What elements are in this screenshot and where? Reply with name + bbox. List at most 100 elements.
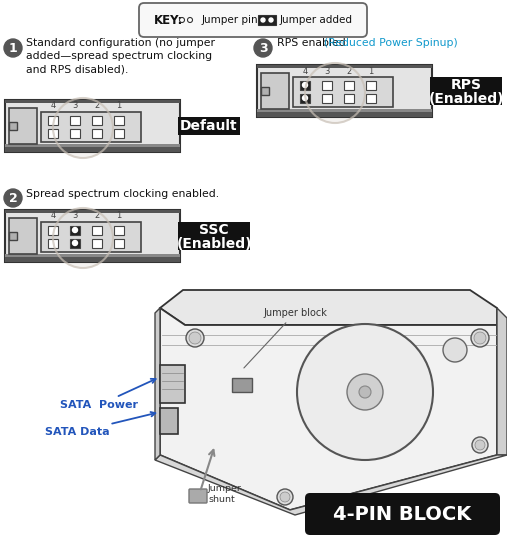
Bar xyxy=(5,210,180,262)
Circle shape xyxy=(53,98,113,158)
Circle shape xyxy=(443,338,467,362)
Polygon shape xyxy=(160,308,497,510)
Polygon shape xyxy=(497,308,507,455)
Circle shape xyxy=(303,96,308,100)
Text: SATA  Power: SATA Power xyxy=(60,379,156,410)
Text: (Enabled): (Enabled) xyxy=(176,237,252,251)
Text: KEY:: KEY: xyxy=(154,14,184,26)
Text: 1: 1 xyxy=(117,212,122,220)
Bar xyxy=(48,116,58,125)
Bar xyxy=(344,81,354,90)
Circle shape xyxy=(189,332,201,344)
Circle shape xyxy=(4,39,22,57)
Bar xyxy=(257,65,432,117)
Text: 3: 3 xyxy=(73,212,78,220)
Circle shape xyxy=(4,189,22,207)
Text: 3: 3 xyxy=(259,42,267,55)
Bar xyxy=(160,408,178,434)
Text: 2: 2 xyxy=(94,212,99,220)
Bar xyxy=(114,226,124,235)
Text: 4: 4 xyxy=(302,66,308,76)
Circle shape xyxy=(280,492,290,502)
Bar xyxy=(92,226,102,235)
Bar xyxy=(5,210,180,213)
Bar xyxy=(114,129,124,138)
Text: Jumper added: Jumper added xyxy=(280,15,353,25)
Bar xyxy=(300,81,310,90)
Bar xyxy=(257,65,432,68)
Text: Default: Default xyxy=(180,119,238,133)
Text: 1: 1 xyxy=(9,42,17,55)
Circle shape xyxy=(472,437,488,453)
Text: Standard configuration (no jumper
added—spread spectrum clocking
and RPS disable: Standard configuration (no jumper added—… xyxy=(26,38,215,75)
Text: (Enabled): (Enabled) xyxy=(428,92,504,106)
Bar xyxy=(70,226,80,235)
Bar xyxy=(261,87,269,95)
Polygon shape xyxy=(155,308,160,460)
Text: 2: 2 xyxy=(94,102,99,111)
Text: 4-PIN BLOCK: 4-PIN BLOCK xyxy=(334,504,472,523)
Circle shape xyxy=(347,374,383,410)
FancyBboxPatch shape xyxy=(178,222,250,250)
Bar xyxy=(322,94,332,103)
Bar xyxy=(70,239,80,248)
Circle shape xyxy=(269,18,273,22)
Bar xyxy=(344,94,354,103)
Bar xyxy=(160,365,185,403)
Bar xyxy=(48,239,58,248)
Polygon shape xyxy=(160,290,497,325)
Bar xyxy=(261,73,289,109)
Circle shape xyxy=(474,332,486,344)
Text: Jumper block: Jumper block xyxy=(244,308,327,368)
Bar xyxy=(114,239,124,248)
Bar xyxy=(293,77,393,107)
Circle shape xyxy=(261,18,265,22)
Circle shape xyxy=(359,386,371,398)
Text: 2: 2 xyxy=(346,66,352,76)
Bar xyxy=(70,116,80,125)
Bar xyxy=(92,116,102,125)
FancyBboxPatch shape xyxy=(305,493,500,535)
Bar xyxy=(366,94,376,103)
Text: SSC: SSC xyxy=(199,223,229,237)
Bar xyxy=(258,15,276,25)
Circle shape xyxy=(254,39,272,57)
Bar xyxy=(322,81,332,90)
Bar xyxy=(41,112,141,142)
Bar xyxy=(5,254,180,257)
Bar xyxy=(92,129,102,138)
Circle shape xyxy=(303,83,308,87)
Circle shape xyxy=(277,489,293,505)
Bar xyxy=(41,222,141,252)
Bar xyxy=(257,109,432,112)
FancyBboxPatch shape xyxy=(139,3,367,37)
Bar xyxy=(366,81,376,90)
Polygon shape xyxy=(155,455,507,515)
Circle shape xyxy=(53,208,113,268)
FancyBboxPatch shape xyxy=(430,77,502,105)
Bar xyxy=(5,147,180,152)
Text: 3: 3 xyxy=(73,102,78,111)
Bar xyxy=(5,144,180,147)
Circle shape xyxy=(179,17,185,23)
Text: Jumper pins: Jumper pins xyxy=(202,15,264,25)
Bar xyxy=(257,112,432,117)
Text: Jumper
shunt: Jumper shunt xyxy=(208,484,242,504)
Circle shape xyxy=(73,227,78,233)
Bar xyxy=(5,100,180,152)
Text: 1: 1 xyxy=(117,102,122,111)
FancyBboxPatch shape xyxy=(178,117,240,135)
Circle shape xyxy=(188,17,193,23)
Circle shape xyxy=(305,63,365,123)
Text: RPS enabled.: RPS enabled. xyxy=(277,38,349,48)
Bar xyxy=(9,108,37,144)
Circle shape xyxy=(471,329,489,347)
Bar xyxy=(48,226,58,235)
Text: 3: 3 xyxy=(324,66,330,76)
Circle shape xyxy=(73,240,78,246)
Text: 2: 2 xyxy=(9,192,17,205)
Bar xyxy=(300,94,310,103)
Text: (Reduced Power Spinup): (Reduced Power Spinup) xyxy=(324,38,458,48)
Bar xyxy=(48,129,58,138)
FancyBboxPatch shape xyxy=(189,489,207,503)
